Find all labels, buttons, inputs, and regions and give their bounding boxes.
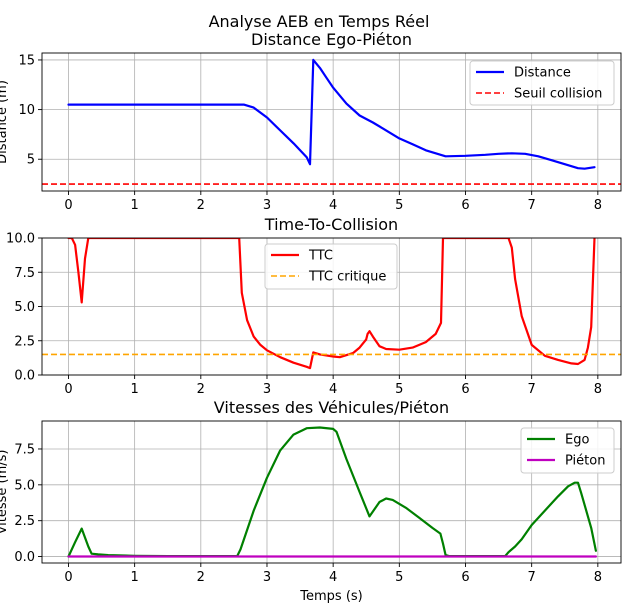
x-tick-label: 1 <box>130 570 138 585</box>
y-axis-label: Vitesse (m/s) <box>0 450 10 535</box>
series-group <box>42 238 621 370</box>
subplot-title: Time-To-Collision <box>264 215 398 234</box>
x-tick-label: 4 <box>329 382 337 397</box>
y-tick-label: 7.5 <box>14 266 35 281</box>
x-tick-label: 7 <box>528 198 536 213</box>
legend-frame <box>469 60 615 106</box>
series-group <box>42 58 621 185</box>
legend-label: Piéton <box>565 454 605 469</box>
legend-label: Distance <box>514 66 571 81</box>
subplot-1: 0 1 2 3 4 5 6 7 8 0.0 2.5 5.0 7.5 10.0 Time-To-Collisi… <box>6 215 622 397</box>
axes-frame <box>41 420 622 564</box>
x-tick-label: 4 <box>329 198 337 213</box>
subplot-0: 0 1 2 3 4 5 6 7 8 5 10 15 Distance Ego-Piéton Distanc… <box>0 30 622 213</box>
x-tick-label: 2 <box>197 198 205 213</box>
legend: Distance Seuil collision <box>469 60 615 106</box>
y-tick-label: 10.0 <box>6 232 35 247</box>
y-tick-label: 5.0 <box>14 478 35 493</box>
x-tick-label: 5 <box>395 198 403 213</box>
legend-label: TTC critique <box>308 270 386 285</box>
x-tick-label: 7 <box>528 570 536 585</box>
legend-label: TTC <box>308 249 333 264</box>
y-tick-label: 2.5 <box>14 334 35 349</box>
y-tick-label: 10 <box>18 103 35 118</box>
x-tick-label: 8 <box>594 570 602 585</box>
legend: Ego Piéton <box>520 427 615 474</box>
x-tick-label: 7 <box>528 382 536 397</box>
x-tick-label: 6 <box>461 198 469 213</box>
axes-frame <box>41 52 622 192</box>
x-tick-label: 6 <box>461 382 469 397</box>
x-tick-label: 5 <box>395 570 403 585</box>
legend-label: Seuil collision <box>514 87 602 102</box>
x-tick-label: 3 <box>263 382 271 397</box>
series-line-ego <box>67 426 598 558</box>
y-axis-label: Distance (m) <box>0 80 10 164</box>
y-tick-label: 2.5 <box>14 514 35 529</box>
x-tick-label: 2 <box>197 570 205 585</box>
figure-suptitle: Analyse AEB en Temps Réel <box>209 12 430 31</box>
y-tick-label: 5 <box>27 153 35 168</box>
x-tick-label: 0 <box>64 570 72 585</box>
x-tick-label: 2 <box>197 382 205 397</box>
subplot-2: 0 1 2 3 4 5 6 7 8 0.0 2.5 5.0 7.5 Vitesses des Véhicu… <box>0 398 622 603</box>
y-tick-label: 0.0 <box>14 550 35 565</box>
x-tick-label: 4 <box>329 570 337 585</box>
legend: TTC TTC critique <box>264 243 398 290</box>
x-tick-label: 8 <box>594 382 602 397</box>
x-tick-label: 0 <box>64 198 72 213</box>
y-tick-label: 5.0 <box>14 300 35 315</box>
legend-label: Ego <box>565 433 589 448</box>
x-tick-label: 5 <box>395 382 403 397</box>
x-tick-label: 1 <box>130 382 138 397</box>
series-line-distance <box>67 58 596 170</box>
subplot-title: Distance Ego-Piéton <box>251 30 412 49</box>
series-line-ttc <box>67 238 596 370</box>
x-tick-label: 3 <box>263 198 271 213</box>
subplot-title: Vitesses des Véhicules/Piéton <box>214 398 449 417</box>
x-axis-label: Temps (s) <box>299 589 362 603</box>
x-tick-label: 8 <box>594 198 602 213</box>
x-tick-label: 3 <box>263 570 271 585</box>
y-tick-label: 0.0 <box>14 369 35 384</box>
x-tick-label: 6 <box>461 570 469 585</box>
grid <box>42 53 621 191</box>
y-tick-label: 7.5 <box>14 442 35 457</box>
series-group <box>67 426 598 558</box>
x-tick-label: 0 <box>64 382 72 397</box>
x-tick-label: 1 <box>130 198 138 213</box>
y-tick-label: 15 <box>18 53 35 68</box>
